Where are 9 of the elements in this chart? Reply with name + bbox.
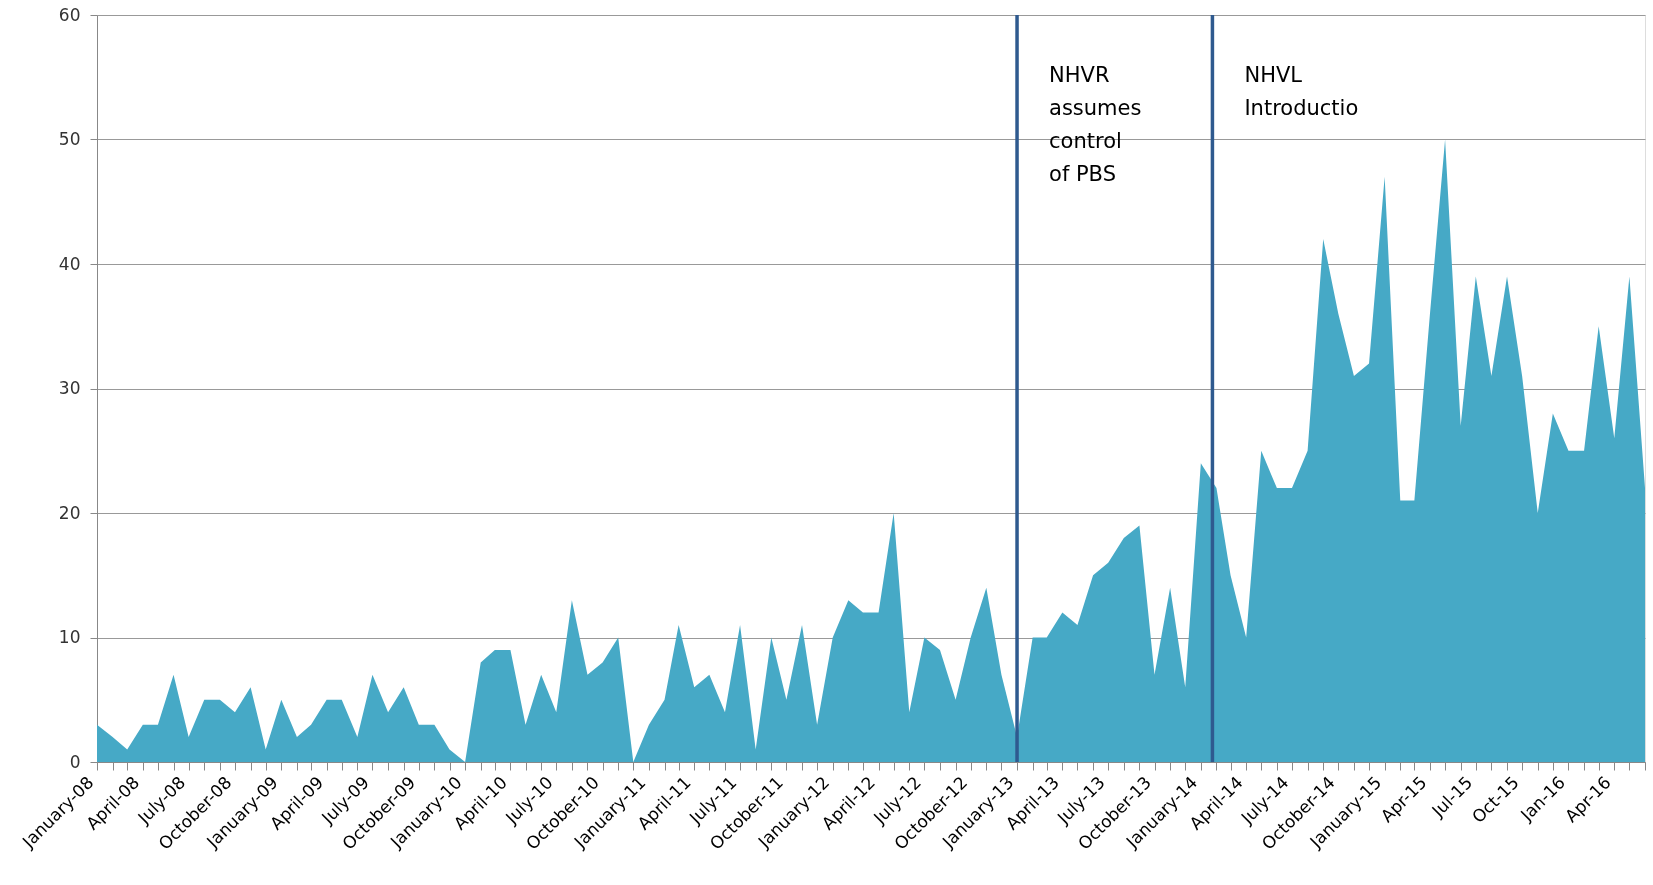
- y-tick-label: 60: [58, 4, 81, 25]
- y-tick-label: 0: [69, 751, 81, 772]
- y-tick-label: 10: [58, 627, 81, 647]
- y-tick-label: 20: [58, 502, 81, 523]
- y-tick-label: 40: [58, 253, 81, 274]
- y-tick-label: 50: [58, 129, 81, 149]
- ref-line-label: NHVR assumes control of PBS: [1049, 63, 1142, 186]
- ref-line-label: NHVL Introductio: [1244, 63, 1359, 120]
- y-tick-label: 30: [58, 378, 81, 398]
